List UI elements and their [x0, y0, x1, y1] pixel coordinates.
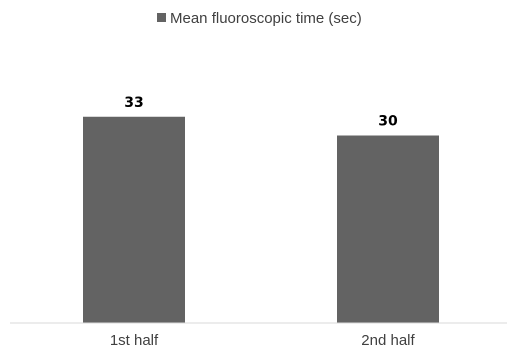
- data-labels-group: 33 30: [124, 95, 398, 130]
- legend: Mean fluoroscopic time (sec): [157, 10, 362, 27]
- x-tick-label-1: 1st half: [110, 332, 159, 349]
- bar-2: [337, 135, 439, 323]
- x-axis-tick-labels: 1st half 2nd half: [110, 332, 416, 349]
- legend-label: Mean fluoroscopic time (sec): [170, 10, 362, 27]
- data-label-2: 30: [378, 114, 398, 130]
- legend-swatch: [157, 13, 166, 22]
- bar-1: [83, 116, 185, 323]
- bars-group: [83, 116, 439, 323]
- data-label-1: 33: [124, 95, 143, 111]
- x-tick-label-2: 2nd half: [361, 332, 415, 349]
